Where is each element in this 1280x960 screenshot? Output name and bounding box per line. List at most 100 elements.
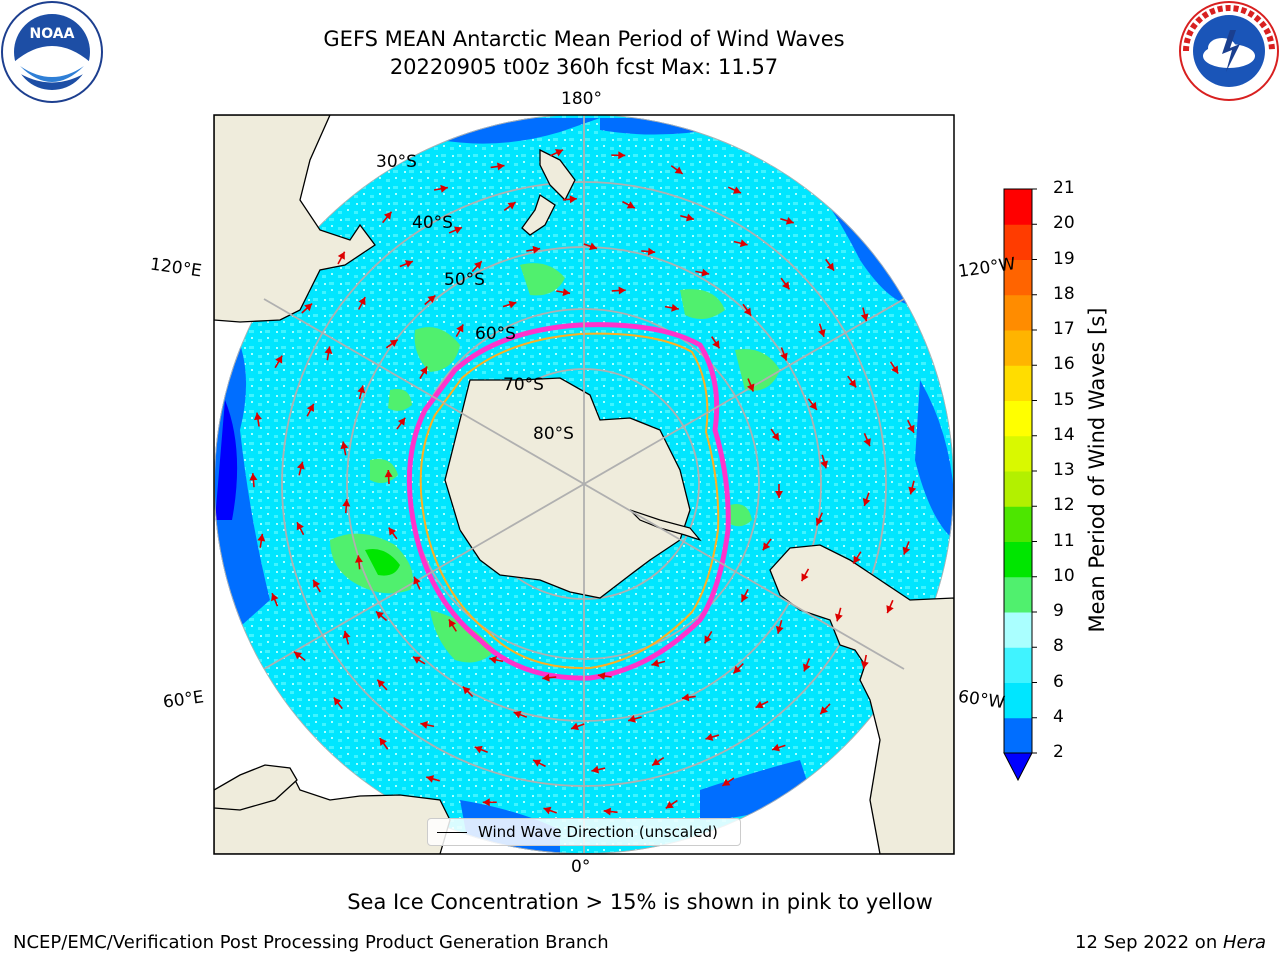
host-name: Hera bbox=[1222, 932, 1266, 953]
lat-label-50s: 50°S bbox=[444, 270, 485, 290]
longitude-lines bbox=[263, 115, 905, 854]
colorbar-segment bbox=[1004, 717, 1032, 754]
wind-arrow-head bbox=[886, 605, 894, 614]
wind-arrow-head bbox=[771, 432, 780, 441]
colorbar-segment bbox=[1004, 541, 1032, 578]
wind-arrow-head bbox=[732, 186, 742, 194]
wind-arrow-head bbox=[674, 166, 683, 174]
wind-arrow-head bbox=[296, 522, 304, 531]
wind-arrow-head bbox=[782, 281, 790, 290]
wind-arrow-head bbox=[860, 661, 869, 669]
lat-label-40s: 40°S bbox=[412, 213, 453, 233]
wind-arrow-head bbox=[257, 533, 266, 542]
wind-arrow-head bbox=[482, 798, 490, 807]
wind-arrow-head bbox=[743, 307, 752, 316]
wind-arrow-head bbox=[306, 403, 314, 412]
colorbar-tick-label: 10 bbox=[1053, 565, 1075, 586]
legend-line-sample bbox=[437, 832, 467, 833]
wind-arrow-head bbox=[249, 473, 258, 481]
wind-wave-direction-arrows bbox=[249, 149, 917, 816]
map-subtitle: 20220905 t00z 360h fcst Max: 11.57 bbox=[389, 55, 779, 79]
colorbar-tick-label: 15 bbox=[1053, 389, 1075, 410]
map-legend: Wind Wave Direction (unscaled) bbox=[427, 818, 741, 846]
lat-label-70s: 70°S bbox=[503, 375, 544, 395]
colorbar-tick-label: 11 bbox=[1053, 530, 1075, 551]
sea-ice-note: Sea Ice Concentration > 15% is shown in … bbox=[347, 890, 933, 914]
colorbar-tick-label: 19 bbox=[1053, 248, 1075, 269]
wind-arrow-head bbox=[628, 714, 636, 723]
colorbar-segment bbox=[1004, 224, 1032, 260]
wind-arrow-head bbox=[809, 401, 817, 410]
colorbar-tick-label: 8 bbox=[1053, 636, 1064, 657]
wind-arrow-head bbox=[296, 461, 305, 470]
wind-arrow-head bbox=[862, 498, 871, 506]
wind-arrow-head bbox=[404, 260, 413, 268]
wind-arrow-head bbox=[681, 693, 690, 702]
wind-arrow-head bbox=[413, 576, 421, 585]
legend-label: Wind Wave Direction (unscaled) bbox=[478, 823, 718, 841]
wind-arrow-head bbox=[802, 663, 811, 672]
wind-arrow-head bbox=[562, 288, 571, 297]
wind-arrow-head bbox=[420, 366, 428, 375]
wind-arrow-head bbox=[891, 365, 899, 374]
lat-label-60s: 60°S bbox=[475, 324, 516, 344]
colorbar-segment bbox=[1004, 365, 1032, 401]
wind-arrow-head bbox=[337, 251, 345, 260]
wind-arrow-head bbox=[907, 424, 915, 433]
colorbar-tick-label: 4 bbox=[1053, 706, 1064, 727]
wind-arrow-head bbox=[591, 765, 600, 774]
wind-arrow-head bbox=[342, 630, 351, 639]
wind-arrow-head bbox=[271, 593, 279, 602]
outer-landmasses bbox=[214, 115, 954, 854]
wind-arrow-head bbox=[712, 340, 720, 349]
wind-arrow-head bbox=[304, 303, 313, 312]
wind-arrow-head bbox=[383, 211, 392, 220]
wind-arrow-head bbox=[647, 247, 656, 256]
wind-arrow-head bbox=[820, 460, 829, 469]
colorbar bbox=[1003, 188, 1037, 782]
wind-arrow-head bbox=[705, 733, 714, 741]
wind-arrow-head bbox=[474, 261, 482, 270]
colorbar-segment bbox=[1004, 259, 1032, 296]
lon-label-180: 180° bbox=[561, 89, 602, 109]
credit-text: NCEP/EMC/Verification Post Processing Pr… bbox=[13, 932, 609, 953]
wind-arrow-head bbox=[453, 226, 462, 234]
wind-arrow-head bbox=[908, 486, 917, 495]
wind-arrow-head bbox=[772, 743, 780, 752]
wind-arrow-head bbox=[384, 470, 393, 478]
wind-arrow-head bbox=[755, 700, 764, 709]
wind-arrow-head bbox=[701, 268, 710, 277]
wind-arrow-head bbox=[342, 499, 351, 507]
wind-arrow-head bbox=[497, 162, 505, 171]
colorbar-segment bbox=[1004, 506, 1032, 542]
wind-arrow-head bbox=[489, 655, 497, 664]
wind-arrow-head bbox=[739, 239, 748, 248]
wind-arrow-head bbox=[313, 579, 321, 588]
colorbar-tick-label: 9 bbox=[1053, 601, 1064, 621]
wind-arrow-head bbox=[426, 775, 435, 783]
wind-arrow-head bbox=[420, 721, 428, 729]
wind-arrow-head bbox=[671, 303, 679, 312]
wind-arrow-head bbox=[589, 242, 598, 251]
wind-arrow-head bbox=[375, 611, 384, 620]
wind-arrow-head bbox=[626, 201, 635, 209]
noaa-logo: NOAA bbox=[1, 1, 103, 103]
sea-ice-edge-inner bbox=[419, 332, 720, 670]
wind-arrow-head bbox=[651, 659, 660, 668]
colorbar-tick-label: 14 bbox=[1053, 424, 1075, 445]
wind-arrow-head bbox=[275, 355, 283, 364]
wind-arrow-head bbox=[652, 758, 661, 766]
wind-arrow-head bbox=[820, 706, 828, 715]
wind-arrow-head bbox=[462, 686, 471, 695]
wind-arrow-head bbox=[354, 555, 363, 563]
wind-arrow-head bbox=[448, 619, 457, 628]
wind-arrow-head bbox=[785, 216, 794, 225]
colorbar-tick-label: 13 bbox=[1053, 460, 1075, 480]
wind-arrow-head bbox=[333, 697, 342, 706]
wind-arrow-head bbox=[377, 679, 386, 688]
lon-label-0: 0° bbox=[571, 857, 591, 877]
wind-arrow-head bbox=[801, 573, 809, 582]
wind-arrow-head bbox=[704, 635, 712, 644]
wind-arrow-head bbox=[533, 759, 542, 767]
wind-arrow-head bbox=[358, 297, 366, 306]
